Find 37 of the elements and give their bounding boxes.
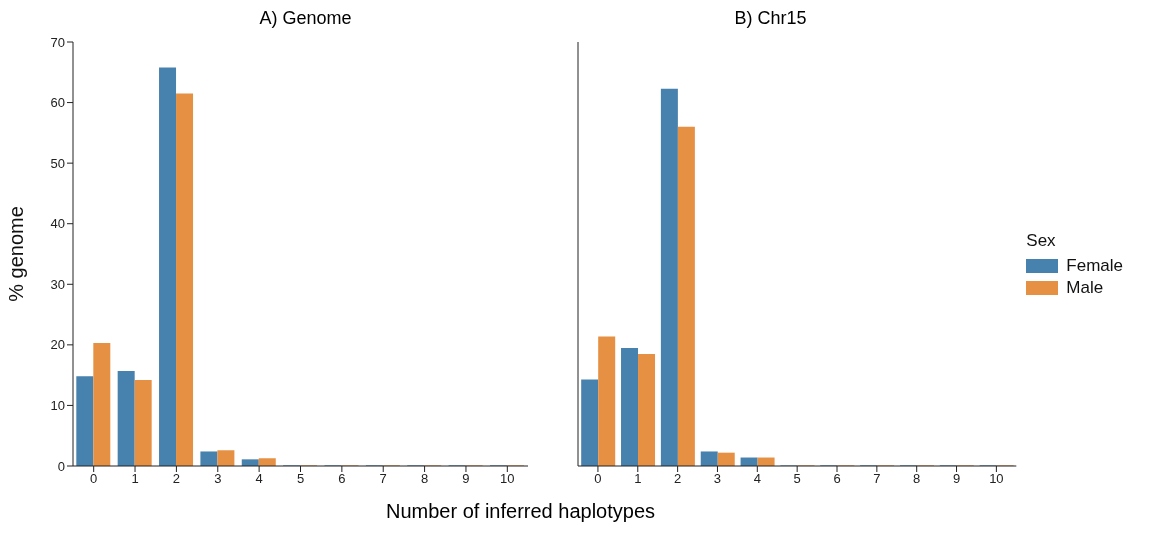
x-tick-label: 8 xyxy=(913,471,921,487)
x-axis-title: Number of inferred haplotypes xyxy=(384,500,656,523)
x-tick-label: 5 xyxy=(296,471,305,487)
x-tick-label: 2 xyxy=(172,471,181,487)
x-tick-label: 10 xyxy=(989,471,1004,487)
x-tick-label: 0 xyxy=(594,471,602,487)
y-tick-label: 40 xyxy=(50,216,65,232)
x-tick-label: 0 xyxy=(90,471,98,487)
y-tick-label: 30 xyxy=(50,276,65,292)
y-tick-label: 10 xyxy=(50,398,65,414)
y-tick-label: 60 xyxy=(50,95,65,111)
x-tick-label: 7 xyxy=(873,471,881,487)
chart-title: B) Chr15 xyxy=(733,8,808,30)
x-tick-label: 6 xyxy=(338,471,346,487)
legend-label: Female xyxy=(1066,256,1123,276)
x-tick-label: 1 xyxy=(634,471,642,487)
x-tick-label: 8 xyxy=(420,471,429,487)
x-tick-label: 5 xyxy=(793,471,801,487)
x-tick-label: 3 xyxy=(214,471,222,487)
legend-label: Male xyxy=(1066,278,1104,298)
y-tick-label: 50 xyxy=(50,155,65,171)
x-tick-label: 4 xyxy=(753,471,761,487)
y-tick-label: 0 xyxy=(57,458,65,474)
x-tick-label: 2 xyxy=(674,471,682,487)
legend-title: Sex xyxy=(1026,231,1057,251)
x-tick-label: 1 xyxy=(131,471,139,487)
x-tick-label: 6 xyxy=(833,471,841,487)
x-tick-label: 7 xyxy=(379,471,387,487)
x-tick-label: 10 xyxy=(500,471,515,487)
x-tick-label: 3 xyxy=(713,471,722,487)
x-tick-label: 9 xyxy=(952,471,961,487)
y-axis-title: % genome xyxy=(5,206,28,302)
x-tick-label: 4 xyxy=(255,471,263,487)
y-tick-label: 70 xyxy=(50,34,65,50)
y-tick-label: 20 xyxy=(50,337,65,353)
chart-title: A) Genome xyxy=(258,8,353,30)
x-tick-label: 9 xyxy=(462,471,470,487)
